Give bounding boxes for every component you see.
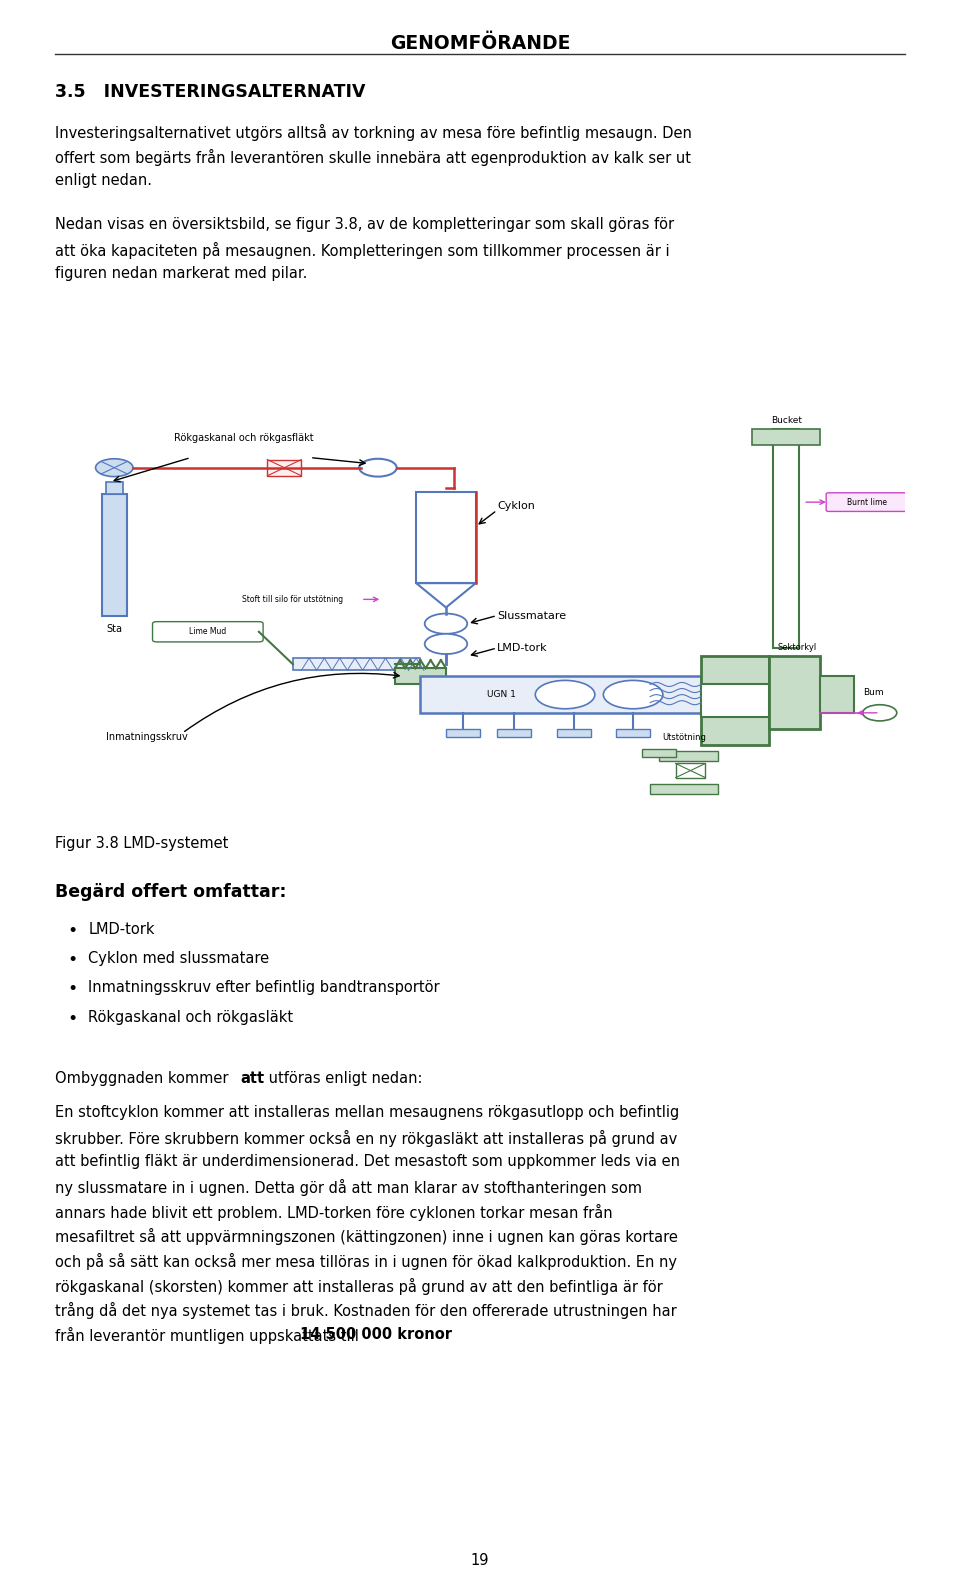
Bar: [616, 729, 650, 737]
Text: utföras enligt nedan:: utföras enligt nedan:: [264, 1071, 422, 1085]
Bar: [659, 752, 718, 761]
Text: Bucket: Bucket: [771, 416, 802, 426]
Text: •: •: [67, 950, 77, 969]
Text: att: att: [240, 1071, 264, 1085]
Text: Investeringsalternativet utgörs alltså av torkning av mesa före befintlig mesaug: Investeringsalternativet utgörs alltså a…: [55, 124, 691, 141]
Text: Cyklon med slussmatare: Cyklon med slussmatare: [88, 950, 270, 966]
Bar: [497, 729, 531, 737]
Text: skrubber. Före skrubbern kommer också en ny rökgasläkt att installeras på grund : skrubber. Före skrubbern kommer också en…: [55, 1130, 677, 1147]
Text: Nedan visas en översiktsbild, se figur 3.8, av de kompletteringar som skall göra: Nedan visas en översiktsbild, se figur 3…: [55, 216, 674, 232]
FancyBboxPatch shape: [153, 621, 263, 642]
Text: .: .: [397, 1327, 402, 1341]
Bar: [395, 669, 446, 685]
Text: att befintlig fläkt är underdimensionerad. Det mesastoft som uppkommer leds via : att befintlig fläkt är underdimensionera…: [55, 1155, 680, 1170]
Text: offert som begärts från leverantören skulle innebära att egenproduktion av kalk : offert som begärts från leverantören sku…: [55, 148, 691, 165]
Bar: [102, 494, 127, 615]
Bar: [420, 677, 701, 713]
Text: Inmatningsskruv: Inmatningsskruv: [106, 733, 187, 742]
Text: Burnt lime: Burnt lime: [847, 497, 887, 507]
Text: Ombyggnaden kommer: Ombyggnaden kommer: [55, 1071, 233, 1085]
Circle shape: [603, 680, 662, 709]
Text: från leverantör muntligen uppskattats till: från leverantör muntligen uppskattats ti…: [55, 1327, 363, 1344]
Text: Inmatningsskruv efter befintlig bandtransportör: Inmatningsskruv efter befintlig bandtran…: [88, 980, 440, 995]
Text: Rökgaskanal och rökgasfläkt: Rökgaskanal och rökgasfläkt: [174, 434, 313, 443]
Text: LMD-tork: LMD-tork: [497, 644, 547, 653]
Text: 19: 19: [470, 1554, 490, 1568]
Text: UGN 1: UGN 1: [487, 690, 516, 699]
Text: Sektorkyl: Sektorkyl: [778, 644, 817, 651]
Bar: [106, 481, 123, 494]
Polygon shape: [701, 656, 769, 745]
Text: Sta: Sta: [107, 623, 122, 634]
Bar: [753, 429, 820, 445]
Text: figuren nedan markerat med pilar.: figuren nedan markerat med pilar.: [55, 265, 307, 281]
Bar: [650, 783, 718, 794]
Text: trång då det nya systemet tas i bruk. Kostnaden för den offererade utrustningen : trång då det nya systemet tas i bruk. Ko…: [55, 1303, 677, 1319]
Bar: [446, 729, 480, 737]
Text: Bum: Bum: [863, 688, 883, 698]
Text: annars hade blivit ett problem. LMD-torken före cyklonen torkar mesan från: annars hade blivit ett problem. LMD-tork…: [55, 1204, 612, 1220]
Text: att öka kapaciteten på mesaugnen. Kompletteringen som tillkommer processen är i: att öka kapaciteten på mesaugnen. Komple…: [55, 242, 669, 259]
Text: •: •: [67, 1011, 77, 1028]
Bar: [641, 750, 676, 758]
FancyBboxPatch shape: [827, 493, 908, 512]
Text: 14 500 000 kronor: 14 500 000 kronor: [300, 1327, 452, 1341]
Text: Lime Mud: Lime Mud: [189, 628, 227, 636]
Bar: [769, 656, 820, 729]
Bar: [267, 459, 301, 475]
Text: ny slussmatare in i ugnen. Detta gör då att man klarar av stofthanteringen som: ny slussmatare in i ugnen. Detta gör då …: [55, 1179, 641, 1197]
Polygon shape: [417, 583, 476, 607]
Text: En stoftcyklon kommer att installeras mellan mesaugnens rökgasutlopp och befintl: En stoftcyklon kommer att installeras me…: [55, 1106, 679, 1120]
Circle shape: [424, 634, 468, 655]
Text: •: •: [67, 922, 77, 939]
Text: Slussmatare: Slussmatare: [497, 610, 566, 621]
Bar: [820, 677, 854, 713]
Circle shape: [536, 680, 595, 709]
Text: Utstötning: Utstötning: [662, 733, 706, 742]
Bar: [676, 763, 706, 777]
Text: enligt nedan.: enligt nedan.: [55, 173, 152, 188]
Text: och på så sätt kan också mer mesa tillöras in i ugnen för ökad kalkproduktion. E: och på så sätt kan också mer mesa tillör…: [55, 1254, 677, 1270]
Circle shape: [863, 706, 897, 721]
Bar: [417, 493, 476, 583]
Bar: [293, 658, 420, 671]
Text: 3.5   INVESTERINGSALTERNATIV: 3.5 INVESTERINGSALTERNATIV: [55, 83, 365, 100]
Text: Cyklon: Cyklon: [497, 501, 535, 512]
Text: Stoft till silo för utstötning: Stoft till silo för utstötning: [242, 594, 343, 604]
Bar: [701, 685, 769, 717]
Text: Begärd offert omfattar:: Begärd offert omfattar:: [55, 883, 286, 901]
Circle shape: [424, 613, 468, 634]
Bar: [557, 729, 590, 737]
Text: Figur 3.8 LMD-systemet: Figur 3.8 LMD-systemet: [55, 836, 228, 850]
Text: GENOMFÖRANDE: GENOMFÖRANDE: [390, 33, 570, 52]
Text: •: •: [67, 980, 77, 998]
Text: LMD-tork: LMD-tork: [88, 922, 155, 936]
Circle shape: [359, 459, 396, 477]
Circle shape: [96, 459, 133, 477]
Text: Rökgaskanal och rökgasläkt: Rökgaskanal och rökgasläkt: [88, 1011, 294, 1025]
Text: mesafiltret så att uppvärmningszonen (kättingzonen) inne i ugnen kan göras korta: mesafiltret så att uppvärmningszonen (kä…: [55, 1228, 678, 1246]
Text: rökgaskanal (skorsten) kommer att installeras på grund av att den befintliga är : rökgaskanal (skorsten) kommer att instal…: [55, 1278, 662, 1295]
Bar: [774, 429, 799, 648]
